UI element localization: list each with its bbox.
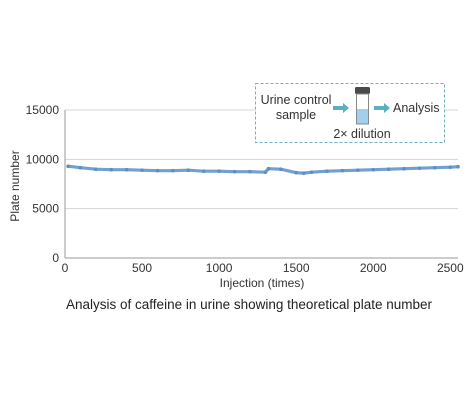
inset-frame xyxy=(255,83,445,143)
data-point xyxy=(302,171,306,175)
inset-output-label: Analysis xyxy=(393,101,440,115)
x-tick-label: 500 xyxy=(132,261,152,275)
data-point xyxy=(278,167,283,171)
series-plate-number xyxy=(66,164,460,175)
data-point xyxy=(109,167,114,172)
data-point xyxy=(402,166,406,171)
axes xyxy=(64,110,458,259)
x-tick-label: 2500 xyxy=(437,261,464,275)
x-tick-label: 1500 xyxy=(283,261,310,275)
data-point xyxy=(309,170,314,174)
x-axis-label: Injection (times) xyxy=(220,276,305,290)
data-point xyxy=(140,168,144,172)
data-point xyxy=(263,170,268,174)
sample-vial-icon xyxy=(355,87,370,125)
data-point xyxy=(266,166,271,171)
data-point xyxy=(78,165,83,170)
data-point xyxy=(294,170,298,175)
data-point xyxy=(232,169,237,174)
data-point xyxy=(456,164,460,169)
data-point xyxy=(171,168,175,173)
data-point xyxy=(94,167,98,171)
inset-diagram: Urine control sample Analysis 2× dilutio… xyxy=(255,83,445,143)
x-tick-label: 2000 xyxy=(360,261,387,275)
x-tick-label: 0 xyxy=(62,261,69,275)
y-tick-label: 10000 xyxy=(26,152,60,166)
data-point xyxy=(217,169,221,173)
data-point xyxy=(386,167,391,171)
data-point xyxy=(325,169,329,173)
y-tick-label: 5000 xyxy=(32,202,59,216)
inset-dilution-label: 2× dilution xyxy=(333,127,390,141)
data-point xyxy=(248,169,252,174)
data-point xyxy=(371,167,376,172)
data-point xyxy=(201,169,206,173)
data-point xyxy=(340,168,345,173)
y-tick-label: 15000 xyxy=(26,103,60,117)
arrow-right-icon xyxy=(374,103,390,113)
data-point xyxy=(155,168,160,173)
data-point xyxy=(448,165,453,170)
tick-labels: 0 500 1000 1500 2000 2500 0 5000 10000 15000 xyxy=(26,103,464,275)
data-point xyxy=(433,165,437,170)
data-point xyxy=(124,167,129,172)
chart-caption: Analysis of caffeine in urine showing th… xyxy=(66,297,432,312)
inset-sample-label-1: Urine control xyxy=(261,93,332,107)
data-point xyxy=(356,168,360,172)
data-point xyxy=(66,164,70,169)
arrow-right-icon xyxy=(333,103,349,113)
inset-sample-label-2: sample xyxy=(276,108,316,122)
y-tick-label: 0 xyxy=(52,251,59,265)
data-point xyxy=(186,168,191,172)
data-point xyxy=(417,166,422,171)
x-tick-label: 1000 xyxy=(206,261,233,275)
y-axis-label: Plate number xyxy=(8,150,22,221)
